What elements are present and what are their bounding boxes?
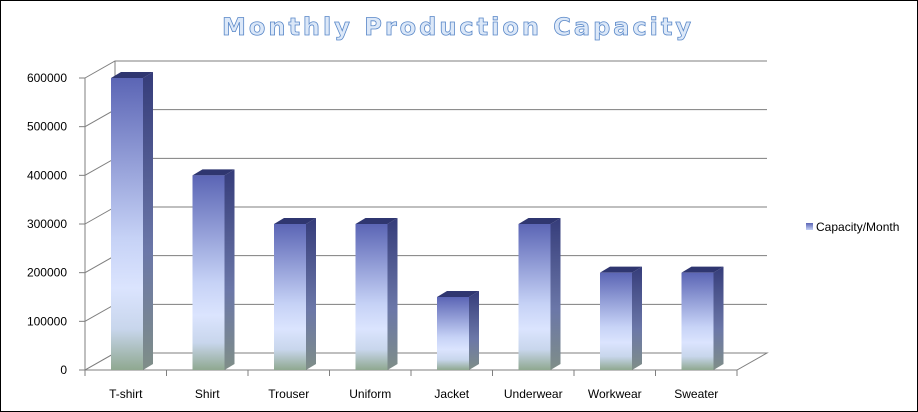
bar-side [143,72,153,370]
bar-side [550,218,561,370]
gridline [84,206,767,225]
x-tick-label: Sweater [674,387,718,401]
legend-swatch [806,223,813,230]
bar-front [681,272,714,370]
bar-front [274,224,306,370]
bar [192,169,235,370]
chart-title: Monthly Production Capacity [222,13,694,41]
x-tick-label: Jacket [434,387,469,401]
axes [79,61,769,376]
x-axis-ticks: T-shirt Shirt Trouser Uniform Jacket Underwea… [109,387,718,401]
x-tick-label: Shirt [195,387,220,401]
bar-front [111,78,143,370]
y-tick-label: 100000 [27,314,67,328]
floor [83,352,769,371]
y-tick-label: 200000 [27,266,67,280]
bar-top [600,266,642,273]
bar-side [713,266,724,370]
y-tick-label: 600000 [27,71,67,85]
y-axis-ticks: 0 100000 200000 300000 400000 500000 600000 [27,71,67,377]
bar [681,266,724,370]
bar-side [306,218,316,370]
bar-top [192,169,235,176]
bar-top [111,72,153,78]
bar-top [355,218,398,224]
bar [111,72,153,370]
bar-side [632,266,642,370]
y-tick-label: 400000 [27,168,67,182]
gridline [84,303,767,322]
bar-front [192,175,225,370]
x-tick-label: Trouser [268,387,309,401]
bar-top [681,266,724,273]
bar [600,266,642,370]
bar-top [274,218,316,224]
legend-label: Capacity/Month [816,220,899,234]
gridline [84,255,767,274]
y-tick-label: 500000 [27,120,67,134]
bar-top [518,218,561,224]
bars [111,72,724,370]
gridline [84,109,767,128]
bar-top [437,291,479,297]
gridline [84,157,767,176]
bar-side [224,169,235,370]
bar-front [355,224,388,370]
bar [355,218,398,370]
bar-side [387,218,398,370]
gridline [84,352,767,371]
bar [274,218,316,370]
bar [437,291,479,370]
bar-front [600,272,632,370]
x-tick-label: Workwear [588,387,642,401]
bar-front [437,297,469,370]
bar-side [469,291,479,370]
legend: Capacity/Month [806,220,899,234]
bar [518,218,561,370]
y-tick-label: 0 [60,363,67,377]
gridline [84,60,767,79]
x-tick-label: Uniform [349,387,391,401]
bar-front [518,224,551,370]
y-tick-label: 300000 [27,217,67,231]
x-tick-label: Underwear [504,387,563,401]
gridlines [84,60,767,371]
x-tick-label: T-shirt [109,387,143,401]
